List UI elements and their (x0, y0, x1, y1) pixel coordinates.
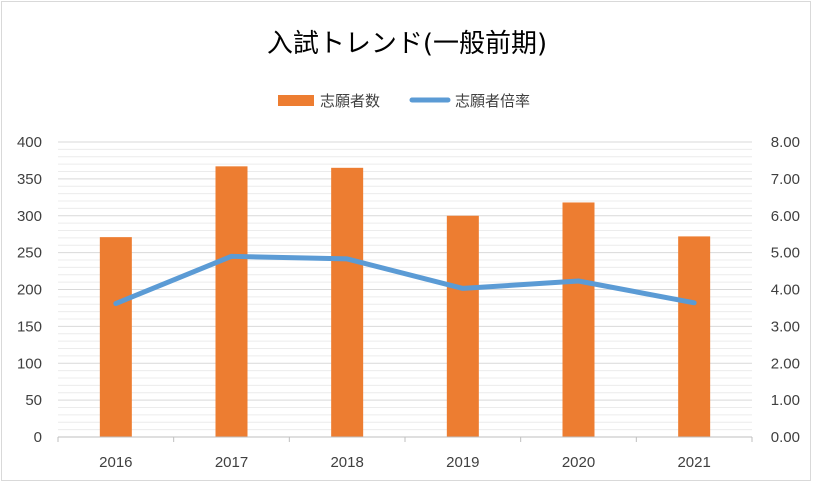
legend-bar-swatch (278, 95, 314, 106)
legend: 志願者数 志願者倍率 (278, 92, 530, 110)
y-right-tick-label: 0.00 (771, 429, 800, 446)
x-tick-label: 2016 (99, 454, 132, 471)
axes: 0 50 100 150 200 250 300 350 400 0.00 1.00 2.00 3.00… (17, 134, 800, 471)
y-left-tick-label: 400 (17, 134, 42, 151)
y-right-tick-label: 2.00 (771, 355, 800, 372)
bar-2016 (99, 237, 132, 437)
y-left-tick-label: 150 (17, 318, 42, 335)
chart-title: 入試トレンド(一般前期) (267, 29, 547, 59)
legend-label-applicants: 志願者数 (320, 92, 380, 110)
ratio-line (113, 253, 697, 307)
legend-label-ratio: 志願者倍率 (455, 92, 530, 110)
line-series (113, 253, 697, 307)
x-tick-label: 2019 (446, 454, 479, 471)
y-right-tick-label: 4.00 (771, 282, 800, 299)
y-right-tick-label: 5.00 (771, 245, 800, 262)
y-right-tick-label: 7.00 (771, 171, 800, 188)
bar-2019 (446, 215, 479, 437)
y-right-tick-label: 6.00 (771, 208, 800, 225)
gridlines (58, 141, 752, 431)
x-tick-label: 2017 (215, 454, 248, 471)
y-left-tick-label: 100 (17, 355, 42, 372)
y-right-tick-label: 1.00 (771, 392, 800, 409)
bar-2020 (562, 202, 595, 437)
x-tick-label: 2018 (330, 454, 363, 471)
x-tick-label: 2020 (562, 454, 595, 471)
bar-2018 (331, 167, 364, 437)
y-right-tick-label: 3.00 (771, 318, 800, 335)
y-left-tick-label: 250 (17, 245, 42, 262)
y-left-tick-label: 0 (34, 429, 42, 446)
y-left-tick-label: 200 (17, 282, 42, 299)
bar-series (99, 166, 711, 437)
y-left-tick-label: 350 (17, 171, 42, 188)
y-right-tick-label: 8.00 (771, 134, 800, 151)
y-left-tick-label: 300 (17, 208, 42, 225)
bar-2017 (215, 166, 248, 437)
bar-2021 (678, 236, 711, 437)
x-tick-label: 2021 (677, 454, 710, 471)
y-left-tick-label: 50 (25, 392, 42, 409)
